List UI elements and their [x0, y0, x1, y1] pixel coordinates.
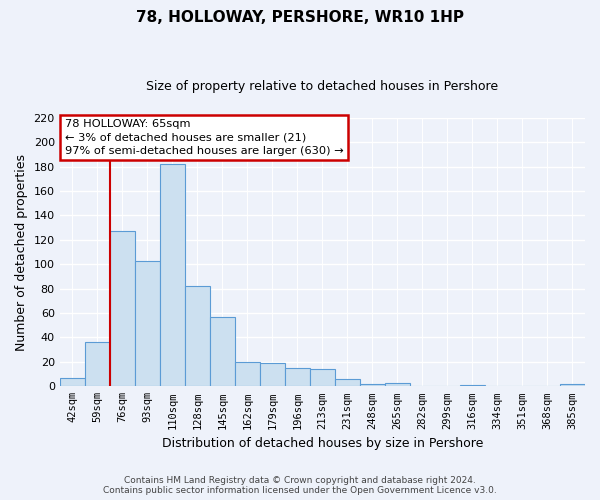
Bar	[210, 316, 235, 386]
Bar	[310, 369, 335, 386]
Bar	[59, 378, 85, 386]
Bar	[460, 385, 485, 386]
Bar	[185, 286, 210, 386]
Bar	[110, 232, 135, 386]
Text: 78 HOLLOWAY: 65sqm
← 3% of detached houses are smaller (21)
97% of semi-detached: 78 HOLLOWAY: 65sqm ← 3% of detached hous…	[65, 119, 344, 156]
Y-axis label: Number of detached properties: Number of detached properties	[15, 154, 28, 350]
Bar	[235, 362, 260, 386]
Bar	[260, 363, 285, 386]
Bar	[335, 379, 360, 386]
Bar	[135, 260, 160, 386]
Text: Contains HM Land Registry data © Crown copyright and database right 2024.
Contai: Contains HM Land Registry data © Crown c…	[103, 476, 497, 495]
Bar	[385, 382, 410, 386]
Text: 78, HOLLOWAY, PERSHORE, WR10 1HP: 78, HOLLOWAY, PERSHORE, WR10 1HP	[136, 10, 464, 25]
Bar	[160, 164, 185, 386]
X-axis label: Distribution of detached houses by size in Pershore: Distribution of detached houses by size …	[161, 437, 483, 450]
Bar	[560, 384, 585, 386]
Title: Size of property relative to detached houses in Pershore: Size of property relative to detached ho…	[146, 80, 499, 93]
Bar	[285, 368, 310, 386]
Bar	[85, 342, 110, 386]
Bar	[360, 384, 385, 386]
